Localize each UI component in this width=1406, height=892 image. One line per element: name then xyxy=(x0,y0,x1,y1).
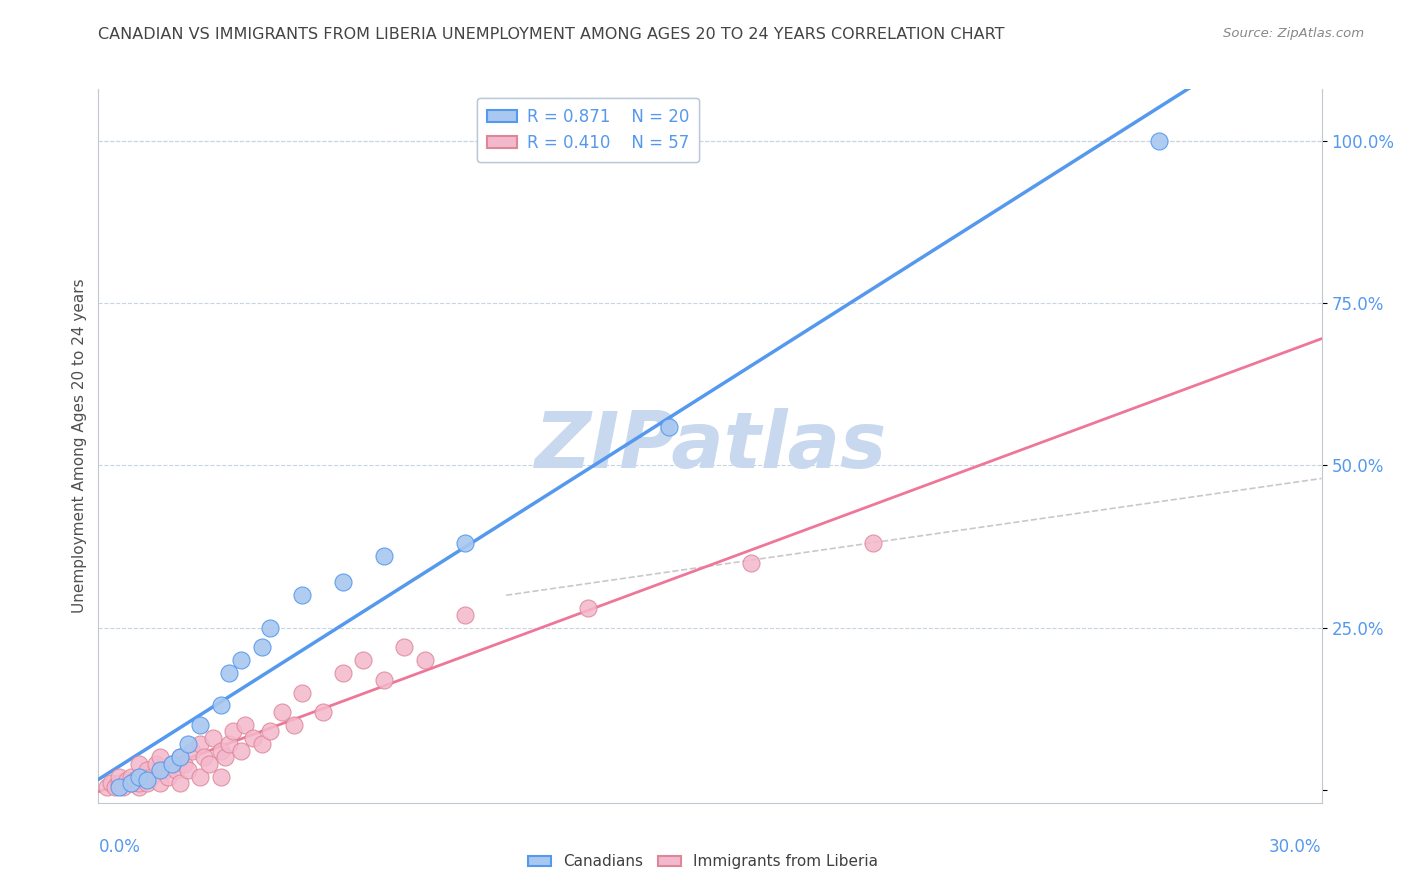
Point xyxy=(177,764,200,778)
Point xyxy=(740,556,762,570)
Point xyxy=(197,756,219,771)
Point xyxy=(96,780,118,794)
Point xyxy=(145,756,167,771)
Point xyxy=(160,756,183,771)
Point xyxy=(218,666,240,681)
Point xyxy=(136,776,159,790)
Legend: Canadians, Immigrants from Liberia: Canadians, Immigrants from Liberia xyxy=(522,848,884,875)
Point xyxy=(128,770,150,784)
Point xyxy=(128,770,150,784)
Point xyxy=(169,750,191,764)
Point xyxy=(108,780,131,794)
Legend: R = 0.871    N = 20, R = 0.410    N = 57: R = 0.871 N = 20, R = 0.410 N = 57 xyxy=(477,97,699,161)
Point xyxy=(152,764,174,778)
Point xyxy=(188,718,212,732)
Point xyxy=(242,731,264,745)
Point xyxy=(156,770,179,784)
Point xyxy=(169,776,191,790)
Point xyxy=(165,764,187,778)
Point xyxy=(250,640,273,654)
Point xyxy=(218,738,240,752)
Point xyxy=(100,776,122,790)
Point xyxy=(128,756,150,771)
Point xyxy=(214,750,236,764)
Point xyxy=(173,756,195,771)
Point xyxy=(222,724,245,739)
Point xyxy=(181,744,204,758)
Point xyxy=(291,685,314,699)
Point xyxy=(454,607,477,622)
Point xyxy=(332,575,354,590)
Point xyxy=(188,770,212,784)
Point xyxy=(115,773,138,788)
Point xyxy=(352,653,374,667)
Point xyxy=(169,750,191,764)
Point xyxy=(120,776,142,790)
Point xyxy=(454,536,477,550)
Point xyxy=(141,770,163,784)
Text: 30.0%: 30.0% xyxy=(1270,838,1322,856)
Point xyxy=(373,673,395,687)
Point xyxy=(312,705,335,719)
Point xyxy=(291,588,314,602)
Point xyxy=(149,750,172,764)
Point xyxy=(233,718,256,732)
Point xyxy=(1147,134,1170,148)
Point xyxy=(259,724,281,739)
Point xyxy=(413,653,436,667)
Point xyxy=(193,750,215,764)
Point xyxy=(124,773,146,788)
Point xyxy=(332,666,354,681)
Point xyxy=(188,738,212,752)
Point xyxy=(120,770,142,784)
Point xyxy=(862,536,884,550)
Text: CANADIAN VS IMMIGRANTS FROM LIBERIA UNEMPLOYMENT AMONG AGES 20 TO 24 YEARS CORRE: CANADIAN VS IMMIGRANTS FROM LIBERIA UNEM… xyxy=(98,27,1005,42)
Text: Source: ZipAtlas.com: Source: ZipAtlas.com xyxy=(1223,27,1364,40)
Point xyxy=(392,640,416,654)
Point xyxy=(104,780,127,794)
Point xyxy=(128,780,150,794)
Point xyxy=(120,776,142,790)
Point xyxy=(209,698,232,713)
Point xyxy=(259,621,281,635)
Point xyxy=(209,744,232,758)
Text: ZIPatlas: ZIPatlas xyxy=(534,408,886,484)
Point xyxy=(177,738,200,752)
Point xyxy=(231,744,253,758)
Point xyxy=(136,773,159,788)
Point xyxy=(373,549,395,564)
Text: 0.0%: 0.0% xyxy=(98,838,141,856)
Point xyxy=(658,419,681,434)
Point xyxy=(149,776,172,790)
Point xyxy=(270,705,294,719)
Point xyxy=(201,731,224,745)
Point xyxy=(250,738,273,752)
Point xyxy=(128,776,150,790)
Point xyxy=(283,718,305,732)
Point xyxy=(149,764,172,778)
Point xyxy=(160,756,183,771)
Point xyxy=(209,770,232,784)
Point xyxy=(136,764,159,778)
Y-axis label: Unemployment Among Ages 20 to 24 years: Unemployment Among Ages 20 to 24 years xyxy=(72,278,87,614)
Point xyxy=(108,776,131,790)
Point xyxy=(108,770,131,784)
Point xyxy=(231,653,253,667)
Point xyxy=(111,780,134,794)
Point xyxy=(576,601,599,615)
